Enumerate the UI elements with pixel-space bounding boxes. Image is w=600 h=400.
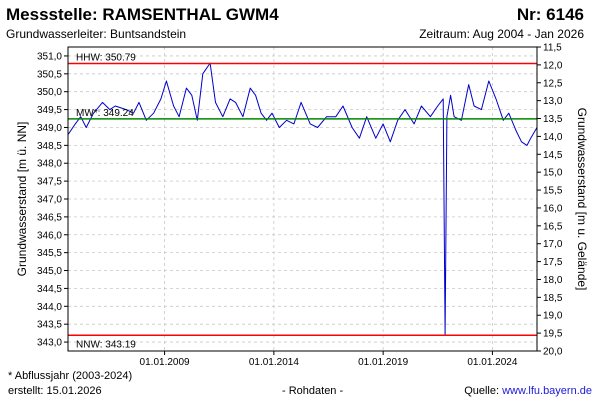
mw-label: MW*: 349.24 (76, 108, 134, 119)
plot-frame (67, 46, 538, 352)
source-label: Quelle: (464, 385, 503, 397)
y2-tick-label: 15,0 (543, 168, 563, 179)
aquifer-label: Grundwasserleiter: Buntsandstein (6, 27, 187, 41)
y2-tick-label: 19,5 (543, 329, 563, 340)
y2-tick-label: 13,0 (543, 96, 563, 107)
y2-tick-label: 14,5 (543, 150, 563, 161)
y2-tick-label: 16,5 (543, 221, 563, 232)
footnote: * Abflussjahr (2003-2024) (8, 370, 133, 382)
y2-tick-label: 20,0 (543, 347, 563, 358)
rawdata-label: - Rohdaten - (282, 385, 344, 397)
y2-tick-label: 13,5 (543, 114, 563, 125)
y-tick-label: 348,5 (37, 141, 62, 152)
y-tick-label: 349,0 (37, 123, 62, 134)
y-tick-label: 345,0 (37, 266, 62, 277)
y2-tick-label: 17,5 (543, 257, 563, 268)
x-tick-label: 01.01.2009 (140, 357, 190, 368)
period-label: Zeitraum: Aug 2004 - Jan 2026 (419, 27, 584, 41)
y-tick-label: 346,5 (37, 212, 62, 223)
y-axis-title: Grundwasserstand [m ü. NN] (15, 122, 29, 277)
y-tick-label: 343,0 (37, 338, 62, 349)
x-tick-label: 01.01.2019 (358, 357, 408, 368)
y2-tick-label: 16,0 (543, 203, 563, 214)
hhw-label: HHW: 350.79 (76, 52, 136, 63)
y2-tick-label: 19,0 (543, 311, 563, 322)
y2-axis-title: Grundwasserstand [m u. Gelände] (575, 108, 589, 291)
source-info: Quelle: www.lfu.bayern.de (464, 385, 592, 397)
y-tick-label: 346,0 (37, 230, 62, 241)
y-tick-label: 345,5 (37, 248, 62, 259)
source-link[interactable]: www.lfu.bayern.de (502, 385, 592, 397)
y-tick-label: 347,5 (37, 177, 62, 188)
y-tick-label: 350,0 (37, 87, 62, 98)
y-tick-label: 347,0 (37, 195, 62, 206)
station-number: Nr: 6146 (516, 5, 584, 24)
y2-tick-label: 12,0 (543, 60, 563, 71)
y-tick-label: 348,0 (37, 159, 62, 170)
page-title: Messstelle: RAMSENTHAL GWM4 (6, 5, 279, 24)
series-line (67, 62, 538, 336)
y2-tick-label: 18,5 (543, 293, 563, 304)
x-tick-label: 01.01.2024 (467, 357, 517, 368)
created-date: erstellt: 15.01.2026 (8, 385, 102, 397)
x-tick-label: 01.01.2014 (249, 357, 299, 368)
y-tick-label: 344,5 (37, 284, 62, 295)
y2-tick-label: 11,5 (543, 43, 562, 54)
y2-tick-label: 15,5 (543, 186, 563, 197)
y2-tick-label: 18,0 (543, 275, 563, 286)
y-tick-label: 349,5 (37, 105, 62, 116)
y-tick-label: 351,0 (37, 51, 62, 62)
y2-tick-label: 17,0 (543, 239, 563, 250)
y2-tick-label: 12,5 (543, 78, 563, 89)
y2-tick-label: 14,0 (543, 132, 563, 143)
y-tick-label: 350,5 (37, 69, 62, 80)
nnw-label: NNW: 343.19 (76, 339, 136, 350)
y-tick-label: 344,0 (37, 302, 62, 313)
y-tick-label: 343,5 (37, 320, 62, 331)
